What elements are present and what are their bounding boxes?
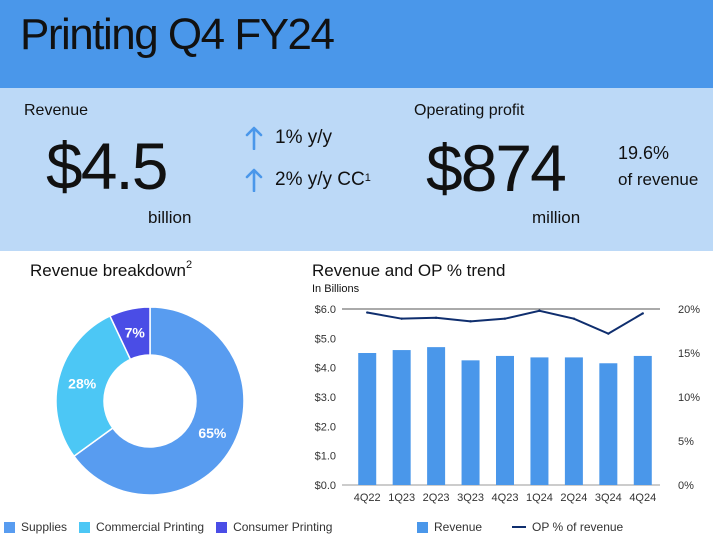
donut-slice-supplies <box>72 306 245 496</box>
x-tick: 2Q23 <box>423 492 450 504</box>
op-value: $874 <box>426 131 567 205</box>
op-label: Operating profit <box>414 102 525 119</box>
legend-label-op: OP % of revenue <box>532 520 624 534</box>
growth-cc-value: 2% y/y CC <box>275 169 365 190</box>
y-left-tick: $4.0 <box>315 363 336 375</box>
header-band: Printing Q4 FY24 <box>0 0 713 88</box>
x-tick: 3Q24 <box>595 492 622 504</box>
op-point-2Q23 <box>434 316 438 319</box>
revenue-growth-yy: 1% y/y <box>245 126 332 150</box>
donut-label: 65% <box>198 425 227 441</box>
op-margin-line <box>367 309 644 335</box>
revenue-unit: billion <box>148 208 192 227</box>
revenue-label: Revenue <box>24 102 89 119</box>
op-margin-label: of revenue <box>618 170 699 189</box>
kpi-band: Revenue $4.5 billion 1% y/y 2% y/y CC 1 O… <box>0 88 713 251</box>
bar-4Q24 <box>633 355 652 485</box>
legend-swatch-consumer <box>216 521 228 533</box>
bar-1Q23 <box>392 350 411 485</box>
bar-3Q24 <box>599 363 618 485</box>
footnote-1: 1 <box>364 172 371 184</box>
y-left-tick: $1.0 <box>315 451 336 463</box>
trend-subtitle: In Billions <box>312 283 360 295</box>
legend-swatch-op <box>512 526 527 528</box>
y-right-tick: 15% <box>678 348 700 360</box>
legend-label-revenue: Revenue <box>434 520 483 534</box>
op-point-3Q24 <box>607 332 610 335</box>
legend-swatch-revenue <box>417 521 428 533</box>
y-left-tick: $0.0 <box>315 480 336 492</box>
donut-slice-consumer-printing <box>108 306 151 361</box>
donut-legend: Supplies Commercial Printing Consumer Pr… <box>4 520 332 534</box>
y-right-tick: 10% <box>678 392 700 404</box>
bar-3Q23 <box>461 360 480 485</box>
legend-swatch-commercial <box>79 521 91 533</box>
legend-label-commercial: Commercial Printing <box>96 520 205 534</box>
bar-2Q24 <box>564 357 583 485</box>
x-tick: 1Q23 <box>388 492 415 504</box>
x-tick: 3Q23 <box>457 492 484 504</box>
y-left-tick: $3.0 <box>315 392 336 404</box>
donut-chart: 65% 28% 7% <box>55 306 245 496</box>
growth-yy-value: 1% y/y <box>275 127 333 148</box>
donut-label: 28% <box>68 376 97 392</box>
op-point-4Q23 <box>503 317 507 320</box>
op-margin-value: 19.6% <box>618 143 670 163</box>
trend-title: Revenue and OP % trend <box>312 261 506 280</box>
op-point-4Q22 <box>366 311 369 314</box>
op-point-3Q23 <box>469 320 472 323</box>
x-tick: 4Q24 <box>629 492 656 504</box>
donut-title: Revenue breakdown2 <box>30 259 193 281</box>
donut-title-text: Revenue breakdown <box>30 261 186 280</box>
y-left-tick: $5.0 <box>315 333 336 345</box>
bar-4Q23 <box>496 355 514 485</box>
y-left-tick: $6.0 <box>315 304 336 316</box>
donut-slice-commercial-printing <box>55 314 132 458</box>
x-tick: 4Q23 <box>492 492 519 504</box>
trend-legend: Revenue OP % of revenue <box>417 520 623 534</box>
x-tick: 1Q24 <box>526 492 553 504</box>
arrow-up-icon <box>245 126 263 150</box>
y-right-tick: 20% <box>678 304 700 316</box>
op-point-4Q24 <box>641 312 644 315</box>
arrow-up-icon <box>245 168 263 192</box>
op-point-1Q23 <box>400 317 403 320</box>
footnote-2: 2 <box>185 259 193 271</box>
trend-chart: $0.0 $1.0 $2.0 $3.0 $4.0 $5.0 $6.0 0% 5% 10% 15% 20… <box>315 304 701 504</box>
y-right-tick: 5% <box>678 436 694 448</box>
revenue-value: $4.5 <box>46 129 168 203</box>
op-unit: million <box>532 208 581 227</box>
bar-2Q23 <box>427 347 446 485</box>
revenue-growth-cc: 2% y/y CC 1 <box>245 168 371 192</box>
bar-1Q24 <box>530 357 549 485</box>
y-right-tick: 0% <box>678 480 694 492</box>
legend-label-consumer: Consumer Printing <box>233 520 333 534</box>
page-title: Printing Q4 FY24 <box>20 10 335 59</box>
y-left-tick: $2.0 <box>315 421 336 433</box>
op-point-1Q24 <box>538 309 541 312</box>
x-tick: 2Q24 <box>560 492 587 504</box>
donut-label: 7% <box>125 325 146 341</box>
op-point-2Q24 <box>572 317 576 320</box>
legend-swatch-supplies <box>4 521 15 533</box>
x-tick: 4Q22 <box>354 492 381 504</box>
legend-label-supplies: Supplies <box>21 520 68 534</box>
bar-4Q22 <box>358 353 377 485</box>
